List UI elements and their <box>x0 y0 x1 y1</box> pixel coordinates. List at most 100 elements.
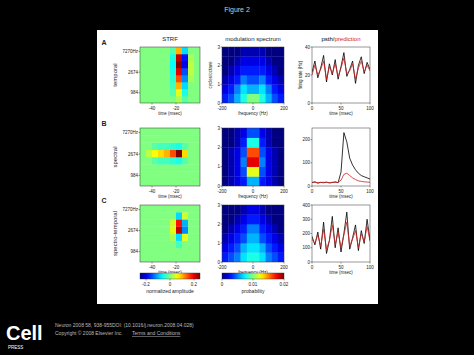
cell <box>234 234 241 244</box>
cell <box>272 138 279 148</box>
cell <box>194 205 200 212</box>
cell <box>222 167 229 177</box>
cell <box>140 226 146 233</box>
column-title: modulation spectrum <box>225 36 281 42</box>
y-tick-label: 100 <box>302 245 310 250</box>
frame <box>140 205 200 262</box>
y-tick <box>311 219 313 220</box>
cell <box>140 164 146 172</box>
cell <box>265 176 272 186</box>
cell <box>170 75 176 82</box>
cell <box>158 255 164 262</box>
colorbar-tick <box>284 279 285 281</box>
cell <box>265 138 272 148</box>
cell <box>259 147 266 157</box>
cell <box>241 157 248 167</box>
cell <box>152 150 158 158</box>
cell <box>182 226 188 233</box>
x-tick <box>370 262 371 264</box>
cell <box>194 68 200 75</box>
x-tick <box>341 103 342 105</box>
cell <box>259 253 266 263</box>
plot-area <box>222 128 284 186</box>
colorbar-tick <box>253 279 254 281</box>
cell <box>253 167 260 177</box>
terms-link[interactable]: Terms and Conditions <box>132 330 181 336</box>
cell <box>146 219 152 226</box>
cell <box>222 243 229 253</box>
cell <box>241 56 248 66</box>
cell <box>146 68 152 75</box>
y-tick <box>221 47 223 48</box>
cell <box>259 224 266 234</box>
y-tick-label: 40 <box>305 45 311 50</box>
plot-area <box>222 47 284 103</box>
y-tick-label: 3 <box>217 203 220 208</box>
cell <box>234 205 241 215</box>
cell <box>188 82 194 89</box>
cell <box>188 89 194 96</box>
cell <box>188 205 194 212</box>
cell <box>253 84 260 94</box>
cell <box>259 205 266 215</box>
cell <box>194 61 200 68</box>
cell <box>140 68 146 75</box>
cell <box>164 233 170 240</box>
cell <box>234 47 241 57</box>
plot-area <box>312 212 370 253</box>
cell <box>222 66 229 76</box>
cell <box>278 147 284 157</box>
y-tick <box>139 230 141 231</box>
cell <box>222 157 229 167</box>
x-tick-label: -40 <box>149 106 156 111</box>
cell <box>188 233 194 240</box>
cell <box>152 61 158 68</box>
plot-area <box>312 133 370 184</box>
cell <box>247 94 254 103</box>
cell <box>272 94 279 103</box>
cell <box>188 212 194 219</box>
cell <box>182 157 188 165</box>
x-tick-label: 0 <box>311 189 314 194</box>
y-tick-label: 0 <box>217 101 220 106</box>
legend-entry: prediction <box>335 36 361 42</box>
cell <box>146 47 152 54</box>
x-tick <box>222 262 223 264</box>
cell <box>253 56 260 66</box>
cell <box>152 212 158 219</box>
x-tick <box>253 262 254 264</box>
cell <box>265 215 272 225</box>
cell <box>228 157 235 167</box>
cell <box>222 176 229 186</box>
row-letter: A <box>101 39 106 46</box>
y-tick-label: 0 <box>217 260 220 265</box>
cell <box>164 96 170 103</box>
cell <box>140 135 146 143</box>
cell <box>253 94 260 103</box>
y-tick <box>221 147 223 148</box>
cell <box>140 47 146 54</box>
cell <box>158 212 164 219</box>
cell <box>253 215 260 225</box>
cell <box>164 75 170 82</box>
cell <box>253 243 260 253</box>
x-tick-label: 0 <box>252 265 255 270</box>
cell <box>152 241 158 248</box>
cell <box>182 150 188 158</box>
x-tick <box>222 103 223 105</box>
cell <box>265 94 272 103</box>
cell <box>228 176 235 186</box>
cell <box>194 89 200 96</box>
cell <box>188 142 194 150</box>
series-line <box>312 133 370 184</box>
cell <box>241 75 248 85</box>
cell <box>182 54 188 61</box>
cell <box>164 128 170 136</box>
cell <box>158 142 164 150</box>
y-tick-label: 3 <box>217 45 220 50</box>
x-tick <box>341 186 342 188</box>
y-tick-label: 400 <box>302 203 310 208</box>
cell <box>140 89 146 96</box>
cell <box>152 226 158 233</box>
cell <box>272 56 279 66</box>
